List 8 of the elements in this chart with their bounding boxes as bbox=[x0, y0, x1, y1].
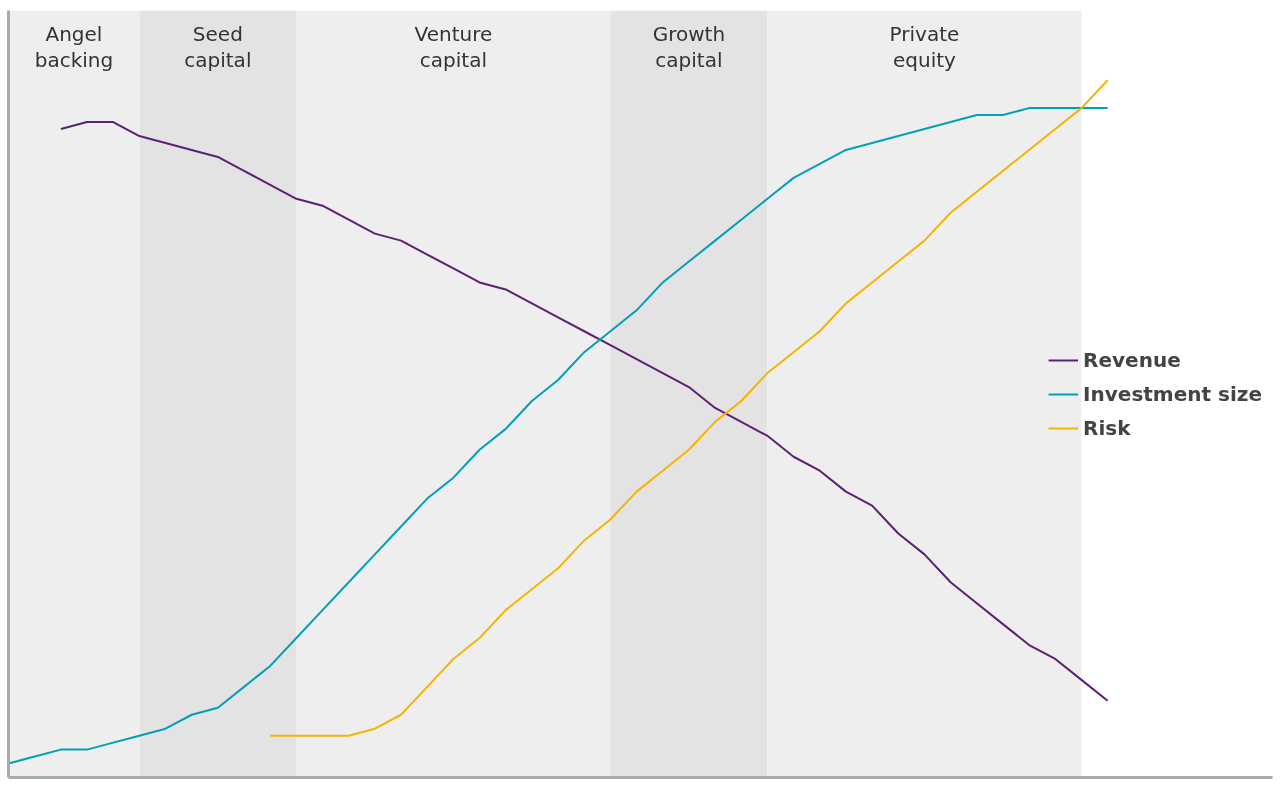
text: Private equity bbox=[889, 22, 960, 73]
text: Seed capital bbox=[184, 22, 252, 73]
legend-label: Revenue bbox=[1083, 347, 1181, 372]
legend-label: Risk bbox=[1083, 415, 1131, 440]
legend-label: Investment size bbox=[1083, 381, 1262, 406]
text: Growth capital bbox=[652, 22, 726, 73]
text: Angel backing bbox=[34, 22, 114, 73]
text: Venture capital bbox=[414, 22, 493, 73]
